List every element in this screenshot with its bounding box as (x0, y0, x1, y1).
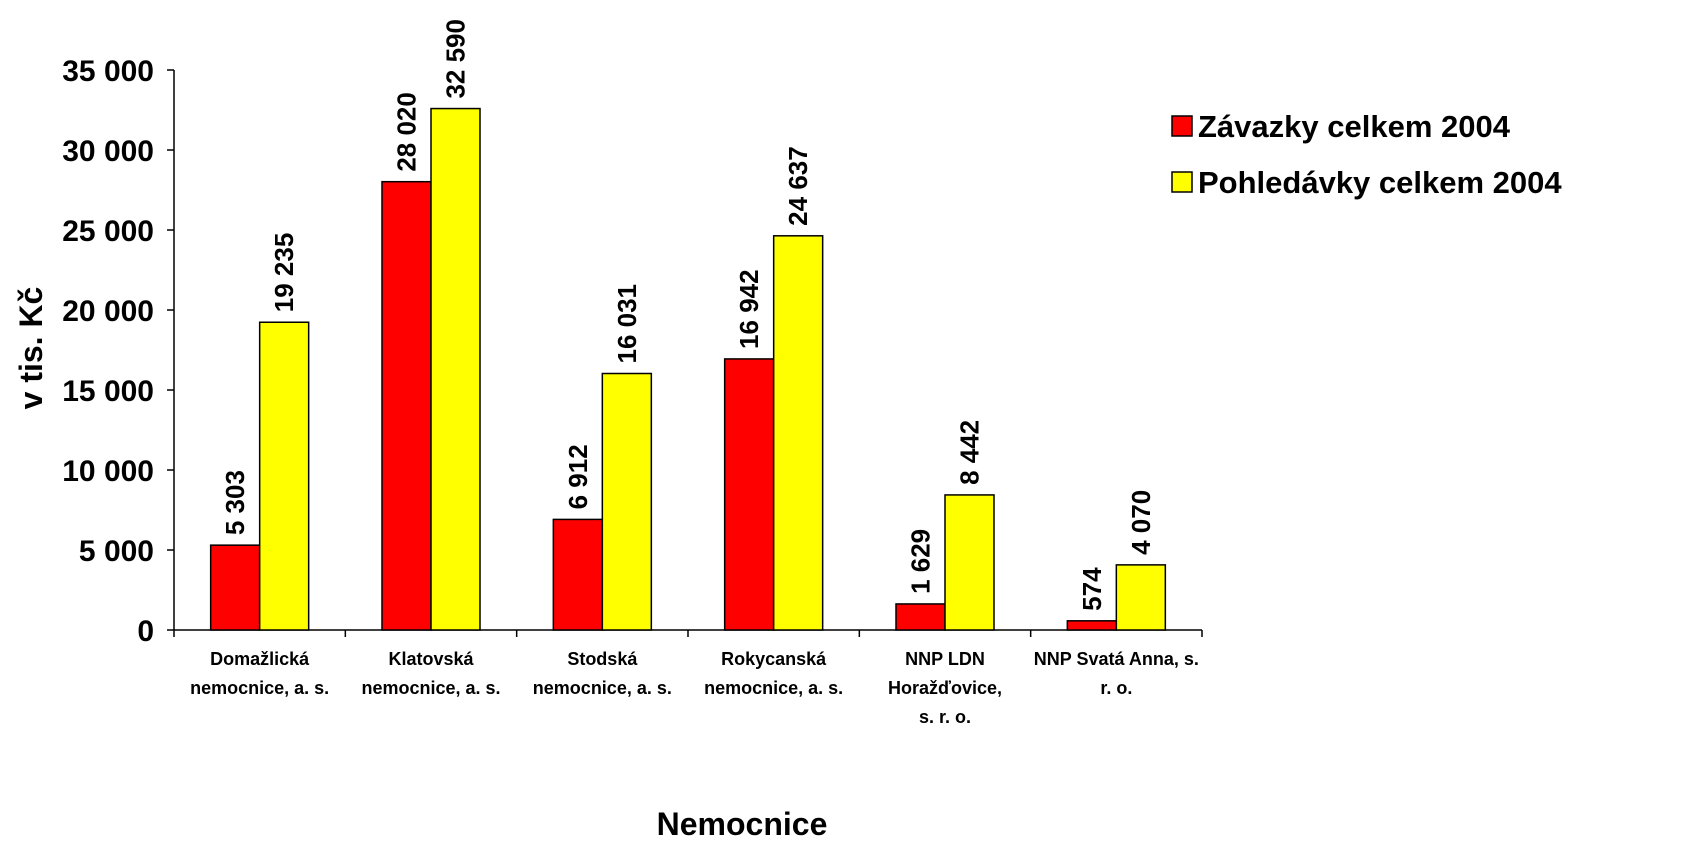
category-label-line: nemocnice, a. s. (533, 678, 672, 698)
bar-series-0 (209, 544, 261, 631)
data-label: 32 590 (441, 19, 471, 99)
legend-label-1: Pohledávky celkem 2004 (1198, 165, 1562, 200)
y-tick-label: 10 000 (62, 455, 154, 488)
y-tick-label: 15 000 (62, 375, 154, 408)
data-label: 8 442 (955, 420, 985, 485)
legend: Závazky celkem 2004 Pohledávky celkem 200… (1171, 109, 1562, 200)
bar-series-1 (258, 321, 310, 631)
category-labels: Domažlická nemocnice, a. s. Klatovská nemoc… (190, 649, 1199, 727)
bar-series-0 (381, 180, 432, 631)
y-tick-label: 0 (137, 615, 154, 648)
data-label: 6 912 (563, 444, 593, 509)
bar-series-0 (552, 518, 604, 631)
data-label: 574 (1077, 567, 1107, 611)
data-labels: 5 303 28 020 6 912 16 942 1 629 574 19 235 32 5… (220, 19, 1156, 611)
category-label-line: NNP Svatá Anna, s. (1034, 649, 1199, 669)
data-label: 24 637 (783, 146, 813, 226)
category-label-line: Domažlická (210, 649, 310, 669)
category-label: Klatovská nemocnice, a. s. (361, 649, 500, 698)
legend-label-0: Závazky celkem 2004 (1198, 109, 1511, 144)
y-tick-label: 20 000 (62, 295, 154, 328)
category-label: Stodská nemocnice, a. s. (533, 649, 672, 698)
data-label: 1 629 (906, 529, 936, 594)
axes (173, 70, 1203, 637)
y-axis-title-group: v tis. Kč (13, 287, 49, 410)
category-label: NNP LDN Horažďovice, s. r. o. (888, 649, 1002, 727)
bar-series-1 (772, 235, 824, 631)
bar-series-1 (944, 494, 995, 631)
category-label-line: Stodská (567, 649, 638, 669)
y-tick-label: 25 000 (62, 215, 154, 248)
category-label-line: Klatovská (388, 649, 474, 669)
category-label-line: Rokycanská (721, 649, 827, 669)
x-axis-title: Nemocnice (657, 806, 828, 841)
category-label-line: NNP LDN (905, 649, 985, 669)
y-tick-label: 35 000 (62, 55, 154, 88)
category-label: Domažlická nemocnice, a. s. (190, 649, 329, 698)
y-ticks: 0 5 000 10 000 15 000 20 000 25 000 30 000 35 0… (62, 55, 174, 648)
category-label-line: r. o. (1100, 678, 1132, 698)
legend-swatch-0 (1171, 115, 1193, 137)
category-label-line: s. r. o. (919, 707, 971, 727)
y-axis-title: v tis. Kč (13, 287, 49, 410)
category-label: NNP Svatá Anna, s. r. o. (1034, 649, 1199, 698)
data-label: 19 235 (269, 233, 299, 313)
legend-swatch-1 (1171, 171, 1193, 193)
y-tick-label: 5 000 (79, 535, 154, 568)
category-label-line: nemocnice, a. s. (361, 678, 500, 698)
bar-series-1 (1115, 564, 1167, 631)
data-label: 5 303 (220, 470, 250, 535)
data-label: 16 942 (734, 269, 764, 349)
category-label-line: nemocnice, a. s. (704, 678, 843, 698)
bar-series-1 (430, 107, 481, 631)
bar-series-0 (895, 603, 946, 631)
bar-series-0 (1066, 620, 1118, 631)
bar-series-0 (723, 358, 775, 631)
data-label: 4 070 (1126, 490, 1156, 555)
bar-series-1 (601, 372, 653, 631)
y-tick-label: 30 000 (62, 135, 154, 168)
category-label-line: Horažďovice, (888, 678, 1002, 698)
data-label: 28 020 (392, 92, 422, 172)
bars (209, 107, 1167, 631)
data-label: 16 031 (612, 284, 642, 364)
category-label-line: nemocnice, a. s. (190, 678, 329, 698)
category-label: Rokycanská nemocnice, a. s. (704, 649, 843, 698)
